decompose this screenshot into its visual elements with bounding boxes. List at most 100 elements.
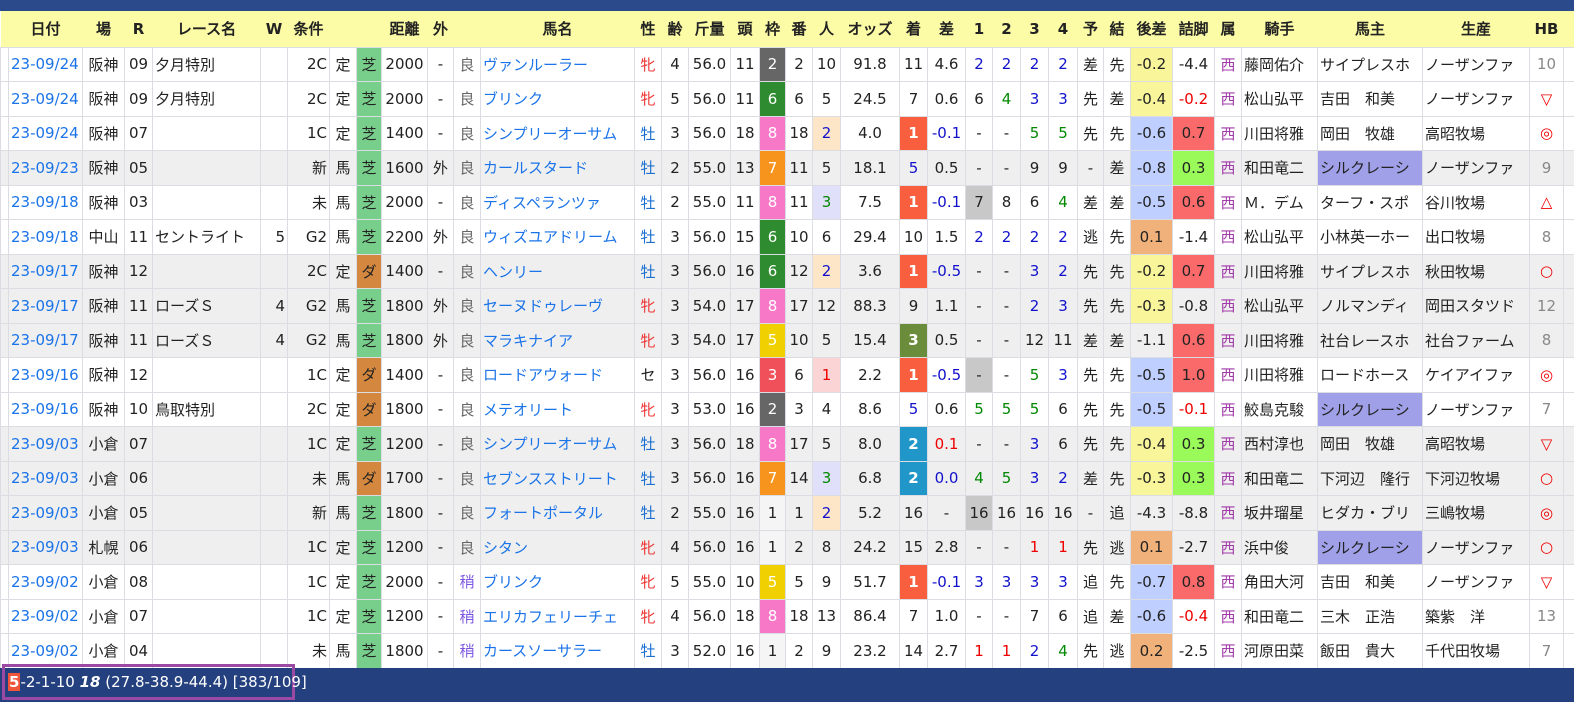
header-result-style: 結	[1103, 11, 1131, 47]
race-number-cell: 08	[124, 564, 153, 600]
corner-3-cell: 3	[1020, 460, 1049, 496]
header-field-size: 頭	[730, 11, 760, 47]
date-cell: 23-09/03	[8, 426, 83, 462]
table-row[interactable]: 23-09/23 阪神 05 新馬芝 1600 外良カールスタード牡 2 55.0 13 7 11 5…	[0, 150, 1574, 186]
horse-link[interactable]: ブリンク	[483, 90, 544, 109]
date-link[interactable]: 23-09/17	[11, 262, 79, 281]
corner-1-cell: 4	[965, 460, 993, 496]
table-row[interactable]: 23-09/03 札幌 06 1C 定芝 1200- 良シタン牝 4 56.0 16 1 2 8 24.2…	[0, 529, 1574, 565]
table-row[interactable]: 23-09/16 阪神 12 1C 定ダ 1400- 良ロードアウォードセ 3 56.0 16 3 6…	[0, 357, 1574, 393]
predicted-style-cell: 差	[1077, 46, 1104, 82]
date-link[interactable]: 23-09/16	[11, 400, 79, 419]
row-index-cell	[0, 219, 9, 255]
race-number-cell: 06	[124, 529, 153, 565]
margin-cell: -0.1	[927, 184, 966, 220]
table-row[interactable]: 23-09/02 小倉 07 1C 定芝 1200- 稍エリカフェリーチェ牝 4 56.0 18 8…	[0, 598, 1574, 634]
owner-cell: サイプレスホ	[1317, 253, 1423, 289]
corner-3-cell: 3	[1020, 253, 1049, 289]
predicted-style-cell: 先	[1077, 253, 1104, 289]
horse-link[interactable]: カールスタード	[483, 159, 589, 178]
horse-link[interactable]: ヴァンルーラー	[483, 55, 589, 74]
date-link[interactable]: 23-09/03	[11, 503, 79, 522]
horse-link[interactable]: メテオリート	[483, 400, 574, 419]
closing-diff-cell: 0.7	[1172, 115, 1215, 151]
table-row[interactable]: 23-09/18 中山 11 セントライト 5 G2 馬芝 2200 外良ウィズユアドリーム牡 3…	[0, 219, 1574, 255]
horse-link[interactable]: ブリンク	[483, 573, 544, 592]
hb-mark-cell: 10	[1529, 46, 1564, 82]
finish-cell: 3	[899, 322, 928, 358]
table-row[interactable]: 23-09/17 阪神 11 ローズＳ 4 G2 馬芝 1800 外良セーヌドゥレーヴ牝 3 54.…	[0, 288, 1574, 324]
track-condition-cell: 稍	[453, 598, 481, 634]
course-outer-cell: -	[427, 460, 454, 496]
date-link[interactable]: 23-09/17	[11, 296, 79, 315]
owner-cell: 三木 正浩	[1317, 598, 1423, 634]
date-link[interactable]: 23-09/03	[11, 538, 79, 557]
table-row[interactable]: 23-09/24 阪神 09 夕月特別 2C 定芝 2000- 良ブリンク牝 5 56.0 11 6 6…	[0, 81, 1574, 117]
row-index-cell	[0, 150, 9, 186]
affiliation-cell: 西	[1214, 598, 1242, 634]
popularity-cell: 2	[812, 253, 841, 289]
horse-link[interactable]: エリカフェリーチェ	[483, 607, 619, 626]
jockey-cell: 松山弘平	[1241, 219, 1318, 255]
venue-cell: 札幌	[82, 529, 125, 565]
result-style-cell: 先	[1103, 391, 1131, 427]
date-link[interactable]: 23-09/02	[11, 641, 79, 660]
corner-3-cell: 12	[1020, 322, 1049, 358]
field-size-cell: 11	[730, 81, 760, 117]
course-outer-cell: 外	[427, 219, 454, 255]
horse-link[interactable]: シンプリーオーサム	[483, 124, 618, 143]
table-row[interactable]: 23-09/02 小倉 04 未馬芝 1800- 稍カースソーサラー牡 3 52.0 16 1 2 9…	[0, 633, 1574, 669]
table-row[interactable]: 23-09/18 阪神 03 未馬芝 2000- 良ディスペランツァ牡 2 55.0 11 8 11…	[0, 184, 1574, 220]
race-number-cell: 06	[124, 460, 153, 496]
jockey-cell: 河原田菜	[1241, 633, 1318, 669]
popularity-cell: 3	[812, 460, 841, 496]
horse-link[interactable]: フォートポータル	[483, 504, 604, 523]
race-name-cell: ローズＳ	[152, 288, 261, 324]
horse-link[interactable]: シンプリーオーサム	[483, 435, 618, 454]
corner-2-cell: -	[992, 322, 1021, 358]
horse-link[interactable]: マラキナイア	[483, 331, 574, 350]
date-link[interactable]: 23-09/24	[11, 55, 79, 74]
table-row[interactable]: 23-09/17 阪神 12 2C 定ダ 1400- 良ヘンリー牡 3 56.0 16 6 12 2 3.…	[0, 253, 1574, 289]
pace-diff-cell: -0.3	[1130, 460, 1173, 496]
hb-mark-cell: 12	[1529, 288, 1564, 324]
finish-cell: 15	[899, 529, 928, 565]
surface-cell: 芝	[356, 322, 382, 358]
date-link[interactable]: 23-09/16	[11, 365, 79, 384]
date-link[interactable]: 23-09/23	[11, 158, 79, 177]
horse-link[interactable]: ロードアウォード	[483, 366, 604, 385]
date-link[interactable]: 23-09/18	[11, 227, 79, 246]
predicted-style-cell: 先	[1077, 633, 1104, 669]
date-link[interactable]: 23-09/02	[11, 572, 79, 591]
table-row[interactable]: 23-09/24 阪神 09 夕月特別 2C 定芝 2000- 良ヴァンルーラー牝 4 56.0 1…	[0, 46, 1574, 82]
date-link[interactable]: 23-09/24	[11, 89, 79, 108]
horse-link[interactable]: セーヌドゥレーヴ	[483, 297, 604, 316]
date-link[interactable]: 23-09/03	[11, 469, 79, 488]
horse-link[interactable]: シタン	[483, 538, 529, 557]
table-row[interactable]: 23-09/17 阪神 11 ローズＳ 4 G2 馬芝 1800 外良マラキナイア牝 3 54.0 1…	[0, 322, 1574, 358]
header-race-name: レース名	[152, 11, 261, 47]
horse-link[interactable]: カースソーサラー	[483, 642, 602, 661]
date-cell: 23-09/02	[8, 564, 83, 600]
table-row[interactable]: 23-09/02 小倉 08 1C 定芝 2000- 稍ブリンク牝 5 55.0 10 5 5 9 51.…	[0, 564, 1574, 600]
date-link[interactable]: 23-09/03	[11, 434, 79, 453]
table-row[interactable]: 23-09/24 阪神 07 1C 定芝 1400- 良シンプリーオーサム牡 3 56.0 18 8…	[0, 115, 1574, 151]
date-link[interactable]: 23-09/24	[11, 124, 79, 143]
row-index-cell	[0, 288, 9, 324]
grade-weight-cell	[260, 495, 288, 531]
table-row[interactable]: 23-09/03 小倉 05 新馬芝 1800- 良フォートポータル牡 2 55.0 16 1 1 2…	[0, 495, 1574, 531]
date-link[interactable]: 23-09/18	[11, 193, 79, 212]
horse-link[interactable]: ヘンリー	[483, 262, 544, 281]
table-row[interactable]: 23-09/03 小倉 07 1C 定芝 1200- 良シンプリーオーサム牡 3 56.0 18 8…	[0, 426, 1574, 462]
corner-1-cell: -	[965, 598, 993, 634]
date-link[interactable]: 23-09/02	[11, 607, 79, 626]
predicted-style-cell: 差	[1077, 184, 1104, 220]
horse-link[interactable]: セブンスストリート	[483, 469, 618, 488]
date-link[interactable]: 23-09/17	[11, 331, 79, 350]
field-size-cell: 11	[730, 46, 760, 82]
horse-link[interactable]: ウィズユアドリーム	[483, 228, 618, 247]
table-row[interactable]: 23-09/16 阪神 10 鳥取特別 2C 定ダ 1800- 良メテオリート牝 3 53.0 16…	[0, 391, 1574, 427]
extra-cell	[1563, 184, 1574, 220]
horse-link[interactable]: ディスペランツァ	[483, 193, 601, 212]
table-row[interactable]: 23-09/03 小倉 06 未馬ダ 1700- 良セブンスストリート牡 3 56.0 16 7 1…	[0, 460, 1574, 496]
